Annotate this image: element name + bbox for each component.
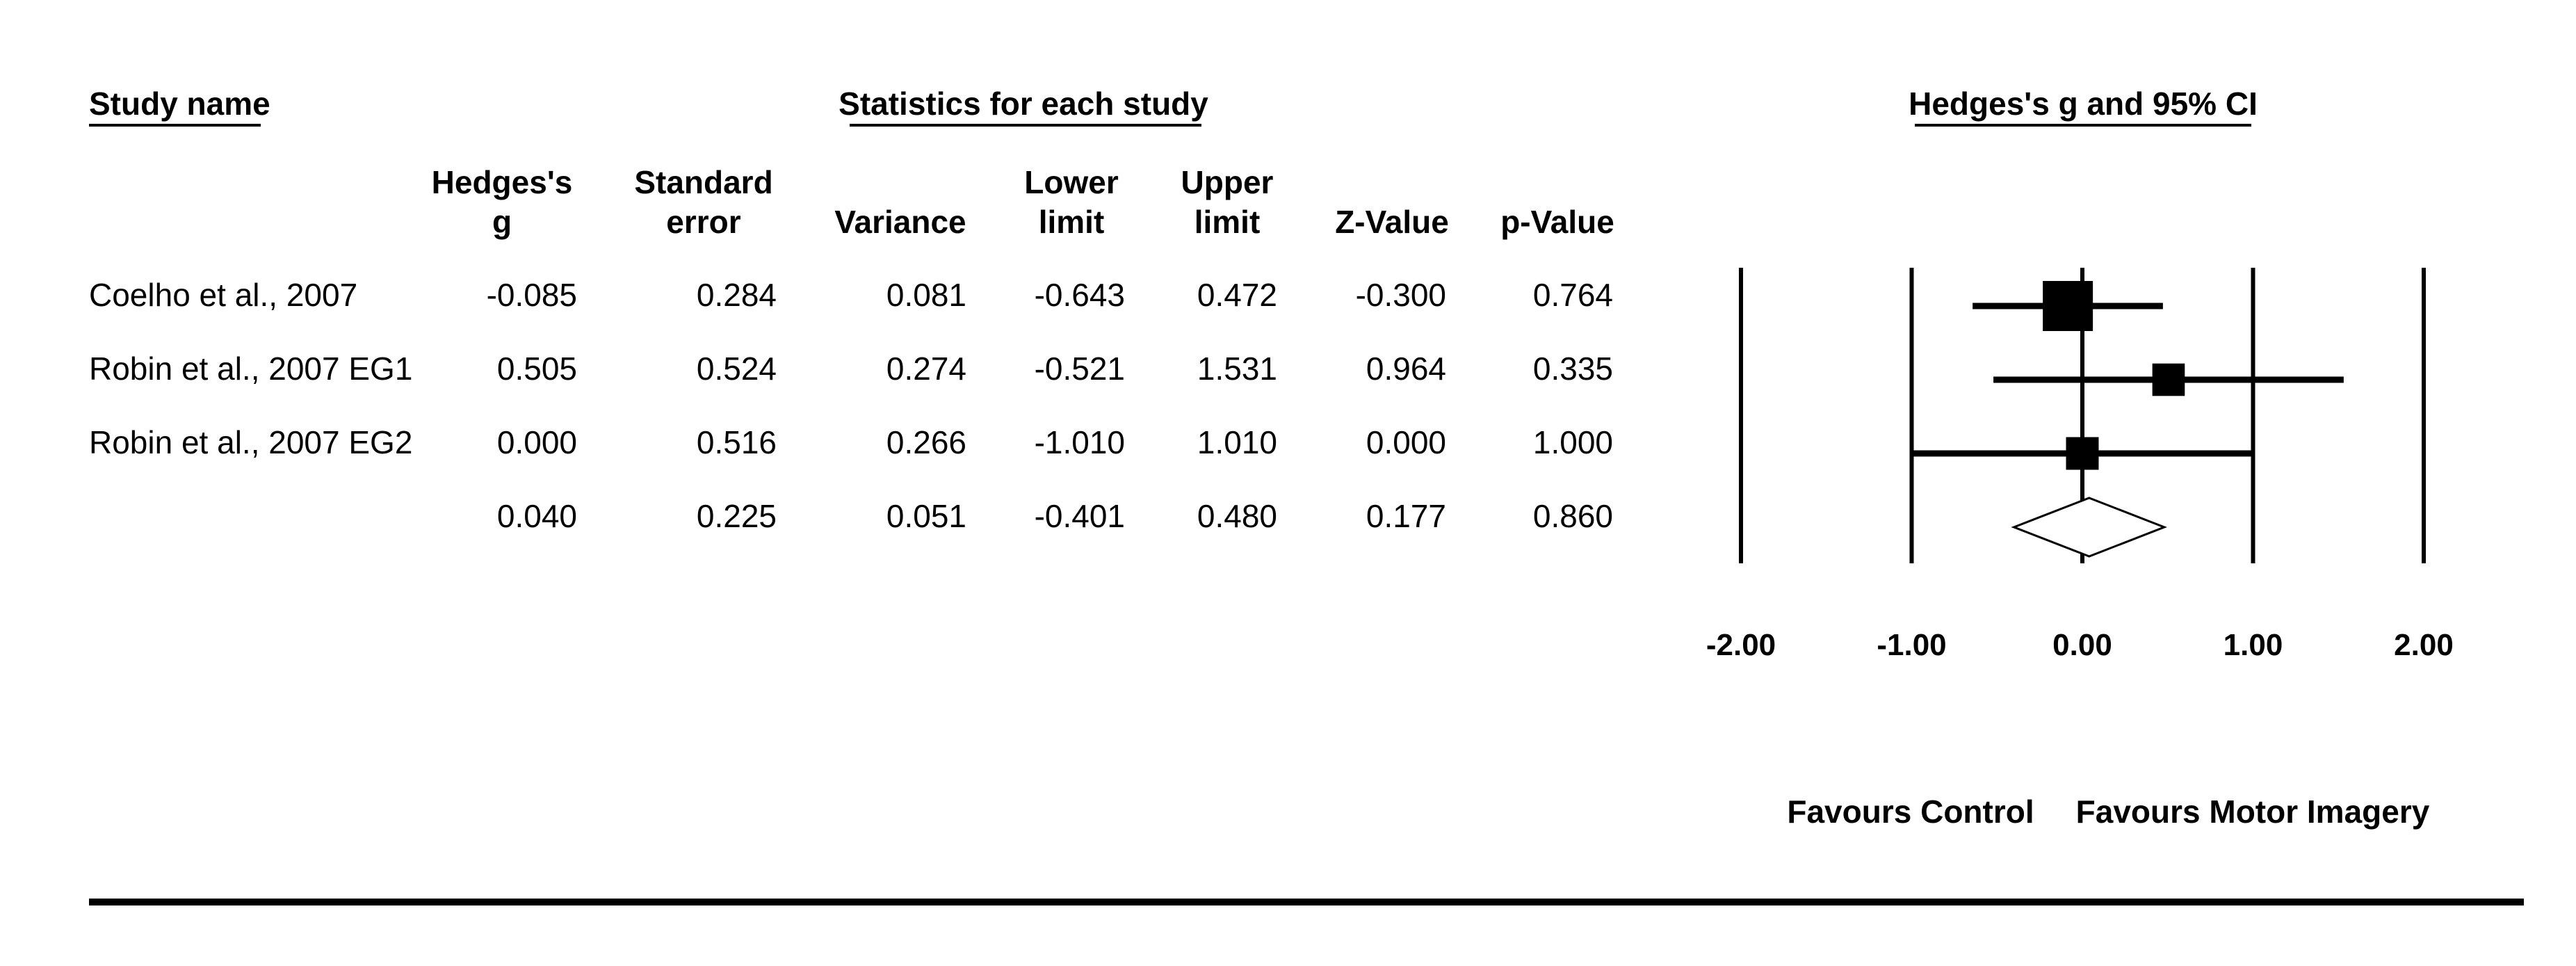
cell-lower: -0.521 [1035,351,1125,387]
effect-size-marker [2043,281,2093,331]
cell-se: 0.284 [697,277,777,313]
cell-z: 0.964 [1366,351,1446,387]
column-header-g-line1: Hedges's [432,164,573,200]
cell-g: 0.505 [497,351,577,387]
cell-var: 0.274 [886,351,966,387]
x-tick-label: 1.00 [2223,628,2283,662]
cell-upper: 0.472 [1197,277,1277,313]
table-row: 0.040 0.225 0.051 -0.401 0.480 0.177 0.860 [497,498,1613,534]
cell-var: 0.051 [886,498,966,534]
cell-p: 1.000 [1533,424,1613,460]
column-header-p-line2: p-Value [1500,204,1614,240]
study-name-cell: Robin et al., 2007 EG1 [89,351,412,387]
cell-p: 0.860 [1533,498,1613,534]
cell-p: 0.764 [1533,277,1613,313]
cell-se: 0.524 [697,351,777,387]
study-table: Coelho et al., 2007 -0.085 0.284 0.081 -0.64… [89,277,1613,534]
table-row: Robin et al., 2007 EG1 0.505 0.524 0.274 -0.… [89,351,1613,387]
effect-size-marker [2152,363,2185,396]
cell-z: -0.300 [1356,277,1446,313]
favours-control-label: Favours Control [1787,794,2034,830]
cell-g: 0.040 [497,498,577,534]
study-name-cell: Coelho et al., 2007 [89,277,357,313]
column-header-var-line2: Variance [834,204,966,240]
cell-upper: 0.480 [1197,498,1277,534]
column-headers: Hedges's g Standard error Variance Lower limit… [432,164,1614,240]
study-name-header: Study name [89,86,270,122]
x-tick-label: 2.00 [2394,628,2454,662]
cell-lower: -0.643 [1035,277,1125,313]
column-header-upper-line1: Upper [1181,164,1274,200]
x-tick-label: -2.00 [1706,628,1776,662]
column-header-upper-line2: limit [1194,204,1261,240]
forest-plot: -2.00 -1.00 0.00 1.00 2.00 [1706,268,2454,662]
statistics-header: Statistics for each study [839,86,1208,122]
column-header-lower-line2: limit [1039,204,1105,240]
column-header-g-line2: g [492,204,512,240]
cell-se: 0.516 [697,424,777,460]
effect-size-marker [2066,437,2099,470]
cell-var: 0.081 [886,277,966,313]
table-row: Coelho et al., 2007 -0.085 0.284 0.081 -0.64… [89,277,1613,313]
column-header-lower-line1: Lower [1024,164,1119,200]
cell-upper: 1.531 [1197,351,1277,387]
cell-se: 0.225 [697,498,777,534]
cell-p: 0.335 [1533,351,1613,387]
column-header-se-line1: Standard [634,164,772,200]
favours-motor-imagery-label: Favours Motor Imagery [2076,794,2430,830]
cell-lower: -1.010 [1035,424,1125,460]
column-header-se-line2: error [666,204,740,240]
study-name-cell: Robin et al., 2007 EG2 [89,424,412,460]
cell-upper: 1.010 [1197,424,1277,460]
cell-var: 0.266 [886,424,966,460]
summary-diamond [2011,497,2167,558]
cell-z: 0.000 [1366,424,1446,460]
cell-lower: -0.401 [1035,498,1125,534]
plot-header: Hedges's g and 95% CI [1909,86,2258,122]
cell-g: -0.085 [487,277,577,313]
x-tick-label: 0.00 [2052,628,2112,662]
x-tick-label: -1.00 [1877,628,1946,662]
table-row: Robin et al., 2007 EG2 0.000 0.516 0.266 -1.… [89,424,1613,460]
column-header-z-line2: Z-Value [1335,204,1449,240]
cell-g: 0.000 [497,424,577,460]
cell-z: 0.177 [1366,498,1446,534]
